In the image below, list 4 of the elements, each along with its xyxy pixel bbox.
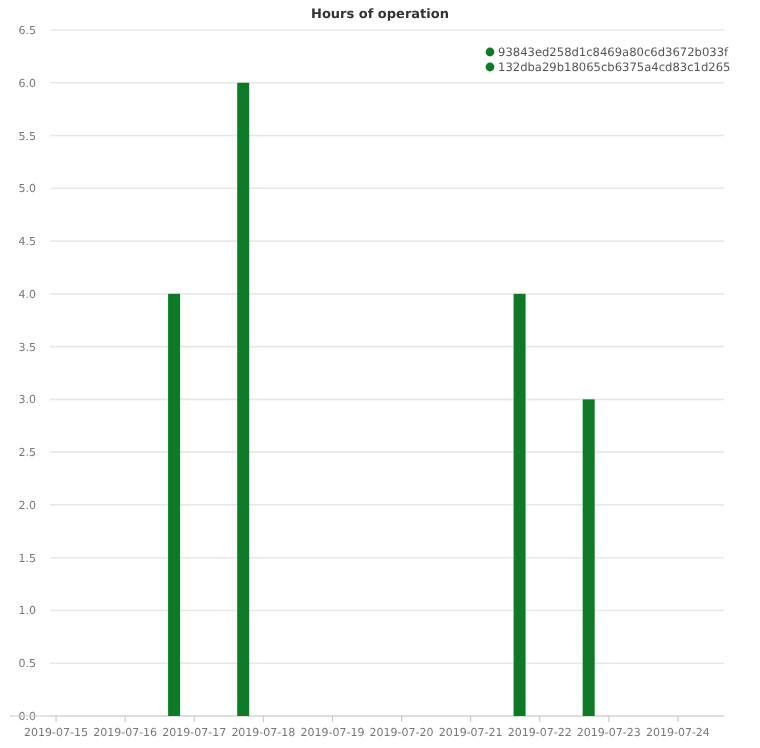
bar <box>513 293 526 716</box>
bar <box>582 399 595 716</box>
bar <box>237 82 250 716</box>
bar <box>168 293 181 716</box>
